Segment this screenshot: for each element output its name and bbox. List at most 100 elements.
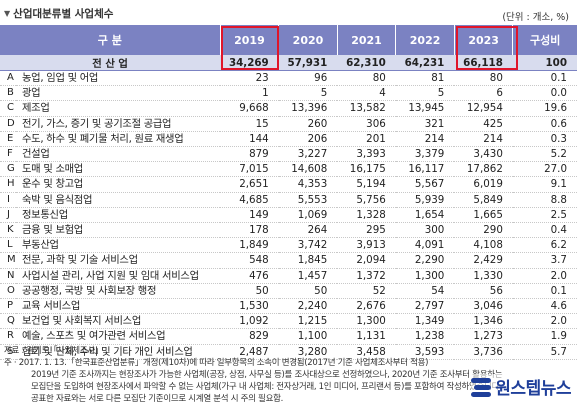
row-composition: 5.2 [512,146,577,163]
row-composition: 0.1 [512,70,577,87]
table-row: B 광업 1 5 4 5 6 0.0 [0,85,577,102]
total-label: 전 산 업 [0,55,221,71]
total-value: 34,269 [220,55,279,71]
table-row: F 건설업 879 3,227 3,393 3,379 3,430 5.2 [0,146,577,163]
row-year-value: 3,736 [454,344,513,360]
row-year-value: 5,194 [337,176,396,193]
row-year-value: 5,567 [395,176,455,193]
row-code: M [0,252,16,269]
table-title-text: 산업대분류별 사업체수 [13,8,114,20]
row-year-value: 4,685 [220,192,279,208]
row-industry-name: 전기, 가스, 증기 및 공기조절 공급업 [16,116,221,132]
row-composition: 1.9 [512,328,577,345]
row-composition: 4.6 [512,298,577,315]
source-note: 자료 : 경기도「사업체조사」 [4,346,103,356]
row-year-value: 12,954 [454,100,513,117]
row-industry-name: 교육 서비스업 [16,298,221,315]
row-year-value: 16,175 [337,161,396,178]
row-year-value: 4,091 [395,237,455,254]
row-year-value: 1,346 [454,313,513,330]
row-industry-name: 제조업 [16,100,221,117]
header-composition: 구성비 [512,25,577,55]
row-year-value: 1,131 [337,328,396,345]
row-composition: 19.6 [512,100,577,117]
industry-rows: A 농업, 임업 및 어업 23 96 80 81 80 0.1 B 광업 1 5 4 5 6 0.0 C 제조업… [0,70,577,360]
row-year-value: 15 [220,116,279,132]
header-category: 구 분 [0,25,221,55]
row-year-value: 1,849 [220,237,279,254]
row-composition: 0.3 [512,131,577,148]
row-year-value: 2,094 [337,252,396,269]
total-value: 66,118 [454,55,513,71]
row-code: J [0,207,16,224]
total-value: 57,931 [278,55,338,71]
row-industry-name: 운수 및 창고업 [16,176,221,193]
row-year-value: 3,458 [337,344,396,360]
row-year-value: 425 [454,116,513,132]
row-year-value: 23 [220,70,279,87]
row-code: D [0,116,16,132]
row-year-value: 829 [220,328,279,345]
row-year-value: 1,330 [454,268,513,284]
row-composition: 0.4 [512,222,577,239]
row-code: F [0,146,16,163]
row-composition: 2.0 [512,313,577,330]
row-year-value: 306 [337,116,396,132]
row-year-value: 13,582 [337,100,396,117]
row-year-value: 9,668 [220,100,279,117]
row-industry-name: 광업 [16,85,221,102]
row-year-value: 1,654 [395,207,455,224]
row-year-value: 14,608 [278,161,338,178]
row-industry-name: 도매 및 소매업 [16,161,221,178]
row-year-value: 1,349 [395,313,455,330]
table-row: J 정보통신업 149 1,069 1,328 1,654 1,665 2.5 [0,207,577,224]
row-year-value: 3,913 [337,237,396,254]
table-row: M 전문, 과학 및 기술 서비스업 548 1,845 2,094 2,290 2,429… [0,252,577,269]
row-composition: 3.7 [512,252,577,269]
table-row: E 수도, 하수 및 폐기물 처리, 원료 재생업 144 206 201 214 214 0… [0,131,577,148]
row-year-value: 1,238 [395,328,455,345]
row-code: H [0,176,16,193]
row-year-value: 144 [220,131,279,148]
row-code: P [0,298,16,315]
row-year-value: 2,290 [395,252,455,269]
row-year-value: 1,372 [337,268,396,284]
row-year-value: 4 [337,85,396,102]
row-year-value: 50 [220,283,279,300]
table-row: C 제조업 9,668 13,396 13,582 13,945 12,954 19.6 [0,100,577,117]
note-line: 2019년 기준 조사까지는 현장조사가 가능한 사업체(공장, 상점, 사무실… [31,370,503,380]
news-logo: 원스텝뉴스 [471,374,571,399]
table-row: S 협회 및 단체, 수리 및 기타 개인 서비스업 2,487 3,280 3,458… [0,344,577,360]
row-industry-name: 수도, 하수 및 폐기물 처리, 원료 재생업 [16,131,221,148]
data-table-frame: 구 분 2019 2020 2021 2022 2023 구성비 전 산 업 3… [0,25,577,360]
row-year-value: 52 [337,283,396,300]
header-year: 2023 [454,25,514,55]
row-year-value: 17,862 [454,161,513,178]
row-year-value: 3,227 [278,146,338,163]
row-year-value: 3,593 [395,344,455,360]
row-industry-name: 정보통신업 [16,207,221,224]
row-industry-name: 건설업 [16,146,221,163]
note-line: 공표한 자료와는 서로 다른 모집단 기준이므로 시계열 분석 시 주의 필요함… [31,394,284,404]
header-year: 2019 [220,25,280,55]
row-code: N [0,268,16,284]
row-year-value: 6 [454,85,513,102]
row-year-value: 3,430 [454,146,513,163]
row-composition: 27.0 [512,161,577,178]
row-year-value: 5,939 [395,192,455,208]
row-year-value: 50 [278,283,338,300]
header-row: 구 분 2019 2020 2021 2022 2023 구성비 [0,25,577,55]
row-year-value: 1,300 [395,268,455,284]
row-year-value: 1,069 [278,207,338,224]
table-row: I 숙박 및 음식점업 4,685 5,553 5,756 5,939 5,849 8.8 [0,192,577,208]
header-year: 2021 [337,25,397,55]
row-industry-name: 농업, 임업 및 어업 [16,70,221,87]
table-row: R 예술, 스포츠 및 여가관련 서비스업 829 1,100 1,131 1,238 1,… [0,328,577,345]
row-year-value: 81 [395,70,455,87]
table-row: G 도매 및 소매업 7,015 14,608 16,175 16,117 17,862 27… [0,161,577,178]
row-composition: 0.6 [512,116,577,132]
row-code: G [0,161,16,178]
row-code: R [0,328,16,345]
row-year-value: 54 [395,283,455,300]
row-industry-name: 공공행정, 국방 및 사회보장 행정 [16,283,221,300]
